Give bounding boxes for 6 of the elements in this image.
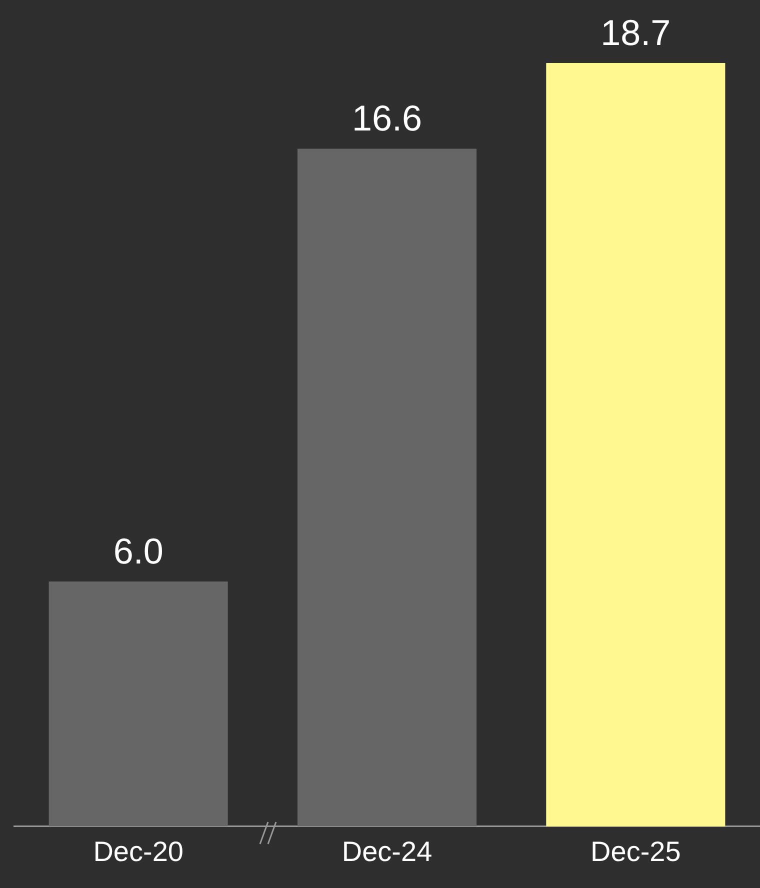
x-tick-label: Dec-24 xyxy=(342,836,432,867)
x-tick-label: Dec-20 xyxy=(93,836,184,867)
x-tick-label: Dec-25 xyxy=(590,836,681,867)
data-label: 18.7 xyxy=(600,12,671,53)
data-label: 16.6 xyxy=(352,98,422,139)
data-label: 6.0 xyxy=(113,530,164,572)
